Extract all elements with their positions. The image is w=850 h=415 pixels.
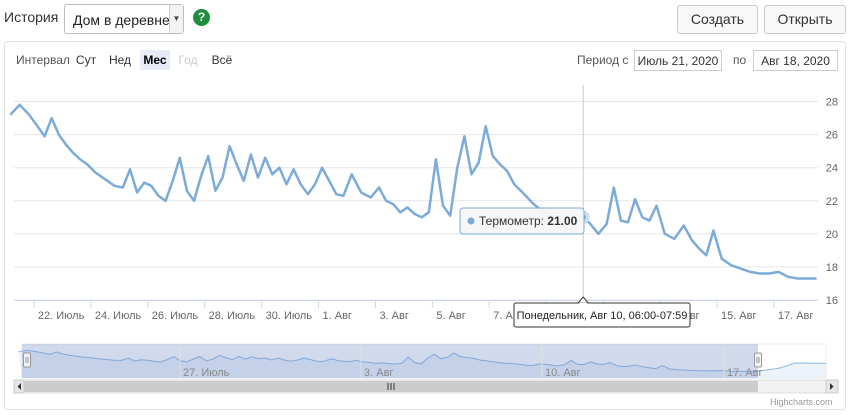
scroll-right-arrow-icon [830, 383, 834, 390]
x-tick-label: 17. Авг [778, 310, 814, 322]
period-to-label: по [733, 53, 747, 67]
date-to-input[interactable]: Авг 18, 2020 [753, 50, 838, 71]
navigator-label: 17. Авг [727, 367, 763, 379]
date-from-input[interactable]: Июль 21, 2020 [634, 50, 722, 71]
top-toolbar: История Дом в деревне ▼ ? Создать Открыт… [0, 0, 850, 38]
scrollbar-thumb [22, 381, 758, 392]
x-tick-label: 28. Июль [209, 310, 256, 322]
tooltip-text: Термометр: 21.00 [479, 214, 578, 228]
help-icon[interactable]: ? [193, 9, 210, 26]
crosshair-label-text: Понедельник, Авг 10, 06:00-07:59 [517, 310, 688, 322]
interval-label: Интервал [16, 53, 70, 67]
range-button-year: Год [178, 53, 198, 67]
range-button-week[interactable]: Нед [108, 53, 132, 67]
x-tick-label: 24. Июль [95, 310, 142, 322]
x-tick-label: 22. Июль [38, 310, 85, 322]
y-tick-label: 16 [826, 295, 838, 307]
y-tick-label: 20 [826, 229, 838, 241]
x-tick-label: 26. Июль [152, 310, 199, 322]
history-select[interactable]: Дом в деревне ▼ [64, 4, 184, 34]
y-tick-label: 18 [826, 262, 838, 274]
period-from-label: Период с [577, 53, 629, 67]
x-tick-label: 1. Авг [323, 310, 352, 322]
y-tick-label: 28 [826, 97, 838, 109]
scroll-left-arrow-icon [17, 383, 21, 390]
history-select-value: Дом в деревне [73, 12, 170, 28]
y-tick-label: 22 [826, 196, 838, 208]
credit-link[interactable]: Highcharts.com [770, 397, 833, 407]
navigator-label: 27. Июль [183, 367, 230, 379]
series-line [9, 103, 817, 280]
navigator-series [18, 349, 827, 372]
tooltip-marker [467, 217, 475, 225]
history-label: История [4, 9, 59, 25]
chevron-down-icon: ▼ [169, 5, 183, 33]
range-button-month[interactable]: Мес [140, 50, 170, 70]
tooltip-box [459, 207, 585, 235]
x-tick-label: 5. Авг [436, 310, 465, 322]
y-tick-label: 26 [826, 130, 838, 142]
open-button[interactable]: Открыть [764, 5, 846, 34]
x-tick-label: 15. Авг [721, 310, 757, 322]
range-button-all[interactable]: Всё [211, 53, 233, 67]
y-tick-label: 24 [826, 163, 838, 175]
navigator-area [18, 350, 826, 378]
crosshair-label-box [513, 302, 691, 328]
navigator-label: 10. Авг [545, 367, 581, 379]
navigator-handle-right [754, 352, 762, 368]
create-button[interactable]: Создать [677, 5, 758, 34]
x-tick-label: 30. Июль [266, 310, 313, 322]
x-tick-label: 3. Авг [379, 310, 408, 322]
navigator-label: 3. Авг [364, 367, 393, 379]
navigator-selection [22, 344, 758, 378]
range-button-day[interactable]: Сут [75, 53, 97, 67]
navigator-handle-left [23, 352, 31, 368]
tooltip: Термометр: 21.00 [459, 207, 585, 235]
